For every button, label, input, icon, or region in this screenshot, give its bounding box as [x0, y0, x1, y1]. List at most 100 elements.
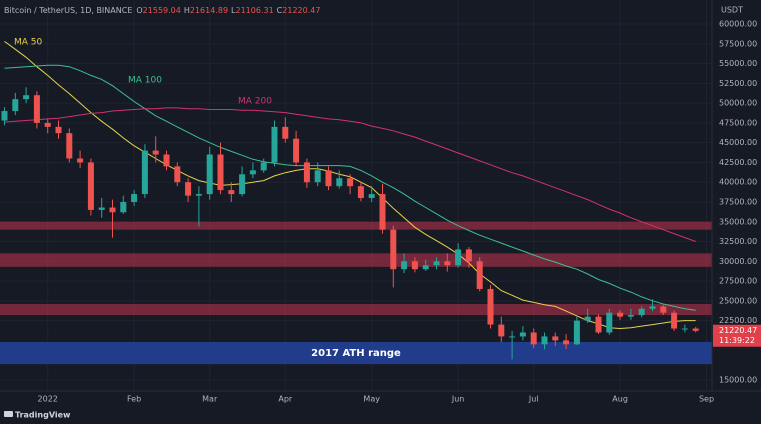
y-tick-label: 27500.00 [719, 277, 757, 286]
candle-body [573, 320, 580, 345]
x-tick-label: Sep [699, 395, 714, 404]
legend-label: MA 50 [14, 38, 43, 48]
x-tick-label: Feb [127, 395, 141, 404]
candle-body [357, 186, 364, 199]
candle-body [23, 95, 30, 100]
candle-body [1, 111, 8, 121]
candle-body [487, 288, 494, 325]
candle-body [185, 182, 192, 196]
candle-body [347, 178, 354, 187]
candle-body [77, 158, 84, 163]
candle-body [519, 332, 526, 337]
candle-body [401, 261, 408, 270]
y-tick-label: 60000.00 [719, 20, 757, 29]
candle-body [649, 306, 656, 309]
ohlc-value: 21106.31 [236, 6, 274, 15]
candle-body [109, 207, 116, 213]
candle-body [325, 170, 332, 187]
x-tick-label: 2022 [38, 395, 58, 404]
ohlc-key: C [277, 6, 283, 15]
header: Bitcoin / TetherUS, 1D, BINANCE O21559.04… [4, 6, 320, 15]
candle-body [541, 336, 548, 345]
candle-body [249, 170, 256, 175]
ohlc-key: L [231, 6, 236, 15]
candle-body [141, 150, 148, 195]
candle-body [131, 194, 138, 202]
y-tick-label: 35000.00 [719, 217, 757, 226]
price-tag [713, 324, 761, 347]
candle-body [671, 312, 678, 329]
candle-body [638, 308, 645, 316]
price-tag-label: 21220.47 [719, 326, 757, 335]
candle-body [660, 306, 667, 313]
candle-body [606, 312, 613, 333]
candle-body [206, 154, 213, 195]
candle-body [44, 122, 51, 127]
x-tick-label: May [363, 395, 380, 404]
candle-body [681, 328, 688, 330]
zone [0, 304, 712, 316]
currency: USDT [721, 6, 743, 15]
zone [0, 253, 712, 267]
ohlc-value: 21614.89 [190, 6, 228, 15]
candle-body [174, 166, 181, 183]
x-tick-label: Jun [451, 395, 465, 404]
candle-body [217, 154, 224, 191]
legend-label: MA 100 [128, 76, 162, 86]
y-tick-label: 15000.00 [719, 375, 757, 384]
candle-body [433, 261, 440, 266]
ma-line [4, 107, 696, 242]
candle-body [444, 261, 451, 266]
candle-body [563, 340, 570, 345]
ohlc-value: 21559.04 [143, 6, 181, 15]
candle-body [66, 133, 73, 159]
candle-body [390, 229, 397, 270]
candle-body [476, 261, 483, 289]
y-tick-label: 50000.00 [719, 99, 757, 108]
ma-line [4, 64, 696, 311]
candle-body [314, 170, 321, 183]
candle-body [12, 99, 19, 112]
zone-label: 2017 ATH range [311, 348, 401, 359]
candle-body [55, 126, 62, 134]
y-tick-label: 32500.00 [719, 237, 757, 246]
candle-body [509, 336, 516, 338]
candle-body [33, 95, 40, 123]
brand-logo: TradingView [4, 411, 71, 420]
candle-body [120, 201, 127, 213]
legend-label: MA 200 [238, 97, 272, 107]
candle-body [293, 138, 300, 163]
candle-body [498, 324, 505, 337]
y-tick-label: 55000.00 [719, 59, 757, 68]
x-tick-label: Apr [278, 395, 293, 404]
candle-body [282, 126, 289, 139]
y-tick-label: 57500.00 [719, 39, 757, 48]
brand: TradingView [15, 411, 71, 420]
y-tick-label: 25000.00 [719, 296, 757, 305]
candle-body [271, 126, 278, 163]
ohlc-key: H [184, 6, 190, 15]
candle-body [411, 261, 418, 270]
x-tick-label: Mar [202, 395, 218, 404]
candle-body [455, 249, 462, 266]
ohlc-key: O [136, 6, 142, 15]
zone [0, 221, 712, 230]
candle-body [195, 194, 202, 196]
y-tick-label: 45000.00 [719, 138, 757, 147]
logo-icon [4, 411, 13, 417]
candle-body [336, 178, 343, 187]
candle-body [87, 162, 94, 210]
candle-body [239, 174, 246, 195]
y-tick-label: 52500.00 [719, 79, 757, 88]
y-tick-label: 47500.00 [719, 118, 757, 127]
candle-body [228, 190, 235, 195]
candle-body [422, 265, 429, 270]
candle-body [552, 336, 559, 341]
candle-body [152, 150, 159, 155]
candle-body [98, 207, 105, 210]
candle-body [303, 162, 310, 183]
y-tick-label: 30000.00 [719, 257, 757, 266]
candle-body [627, 315, 634, 317]
candle-body [595, 316, 602, 333]
